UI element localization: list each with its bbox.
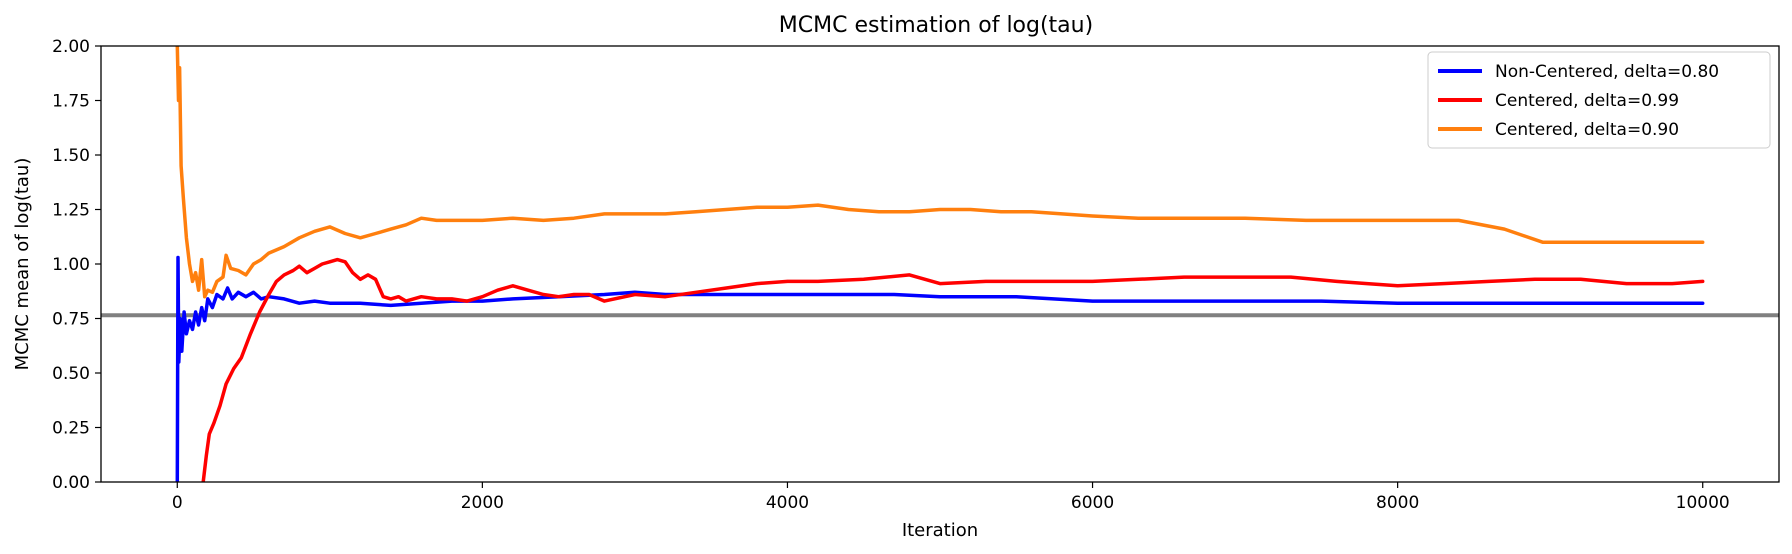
y-tick-label: 1.25 bbox=[52, 201, 90, 221]
y-axis-label: MCMC mean of log(tau) bbox=[12, 158, 33, 371]
y-tick-label: 0.50 bbox=[52, 364, 90, 384]
y-tick-label: 1.50 bbox=[52, 146, 90, 166]
x-tick-label: 10000 bbox=[1676, 493, 1730, 513]
y-tick-label: 0.00 bbox=[52, 473, 90, 493]
y-tick-label: 1.00 bbox=[52, 255, 90, 275]
legend-label-3: Centered, delta=0.90 bbox=[1495, 120, 1679, 140]
y-tick-label: 1.75 bbox=[52, 92, 90, 112]
x-tick-label: 4000 bbox=[766, 493, 809, 513]
legend-label-1: Non-Centered, delta=0.80 bbox=[1495, 62, 1719, 82]
chart-title: MCMC estimation of log(tau) bbox=[779, 13, 1093, 38]
x-tick-label: 6000 bbox=[1071, 493, 1114, 513]
legend-items: Non-Centered, delta=0.80 Centered, delta=… bbox=[1438, 62, 1719, 140]
series-line-3 bbox=[175, 46, 1705, 299]
x-axis-label: Iteration bbox=[902, 520, 978, 541]
y-tick-label: 2.00 bbox=[52, 37, 90, 57]
x-tick-label: 2000 bbox=[461, 493, 504, 513]
legend-box bbox=[1427, 51, 1771, 149]
series-line-2 bbox=[201, 257, 1705, 482]
legend-label-2: Centered, delta=0.99 bbox=[1495, 91, 1679, 111]
y-tick-label: 0.25 bbox=[52, 419, 90, 439]
x-axis-ticks: 0 2000 4000 6000 8000 10000 bbox=[172, 482, 1730, 513]
plot-area bbox=[100, 45, 1780, 483]
series-line-1 bbox=[175, 255, 1705, 482]
series-layer bbox=[101, 46, 1779, 482]
y-axis-ticks: 0.00 0.25 0.50 0.75 1.00 1.25 1.50 1.75 2.00 bbox=[52, 37, 101, 493]
y-tick-label: 0.75 bbox=[52, 310, 90, 330]
x-tick-label: 0 bbox=[172, 493, 183, 513]
legend: Non-Centered, delta=0.80 Centered, delta=… bbox=[1427, 51, 1771, 149]
x-tick-label: 8000 bbox=[1376, 493, 1419, 513]
